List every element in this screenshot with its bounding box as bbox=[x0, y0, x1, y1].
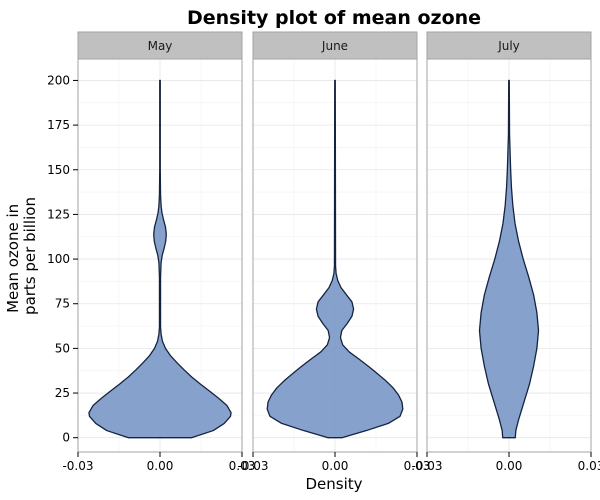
x-axis-title: Density bbox=[305, 475, 362, 493]
x-tick-label: -0.03 bbox=[62, 459, 93, 473]
y-axis-title-line-1: Mean ozone in bbox=[4, 204, 22, 313]
y-tick-label: 25 bbox=[55, 386, 70, 400]
x-tick-label: 0.00 bbox=[147, 459, 174, 473]
panels-layer: May -0.03 0.00 0.03 June -0.03 0.00 0.03 July -0.… bbox=[62, 31, 600, 473]
y-tick-label: 100 bbox=[47, 252, 70, 266]
panel-june: June -0.03 0.00 0.03 bbox=[237, 31, 431, 473]
y-axis-title-line-2: parts per billion bbox=[21, 197, 39, 315]
y-tick-label: 125 bbox=[47, 207, 70, 221]
y-axis: 0 25 50 75 100 125 150 175 200 bbox=[47, 73, 78, 445]
y-tick-label: 150 bbox=[47, 163, 70, 177]
facet-strip bbox=[77, 31, 243, 60]
violin-june bbox=[266, 79, 404, 439]
x-tick-label: -0.03 bbox=[237, 459, 268, 473]
chart-title: Density plot of mean ozone bbox=[187, 7, 481, 29]
facet-strip-label: June bbox=[321, 39, 348, 53]
y-tick-label: 175 bbox=[47, 118, 70, 132]
facet-strip-label: May bbox=[148, 39, 173, 53]
y-tick-label: 0 bbox=[62, 431, 70, 445]
panel-july: July -0.03 0.00 0.03 bbox=[411, 31, 600, 473]
x-tick-label: -0.03 bbox=[411, 459, 442, 473]
x-tick-label: 0.03 bbox=[578, 459, 600, 473]
x-tick-label: 0.03 bbox=[229, 459, 256, 473]
violin-july bbox=[478, 79, 540, 439]
y-tick-label: 75 bbox=[55, 297, 70, 311]
facet-strip bbox=[426, 31, 592, 60]
x-tick-label: 0.00 bbox=[322, 459, 349, 473]
y-axis-title: Mean ozone in parts per billion bbox=[4, 197, 39, 315]
panel-may: May -0.03 0.00 0.03 bbox=[62, 31, 256, 473]
x-tick-label: 0.03 bbox=[404, 459, 431, 473]
violin-may bbox=[88, 79, 232, 439]
facet-strip-label: July bbox=[497, 39, 520, 53]
y-tick-label: 200 bbox=[47, 73, 70, 87]
y-tick-label: 50 bbox=[55, 341, 70, 355]
x-tick-label: 0.00 bbox=[496, 459, 523, 473]
